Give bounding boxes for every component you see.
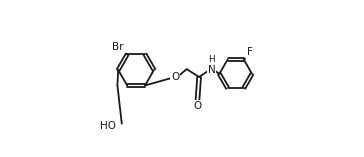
Text: Br: Br (112, 42, 124, 52)
Text: H: H (209, 55, 215, 64)
Text: N: N (208, 65, 215, 75)
Text: F: F (247, 47, 253, 57)
Text: HO: HO (100, 121, 116, 131)
Text: O: O (171, 72, 179, 82)
Text: O: O (193, 101, 202, 111)
